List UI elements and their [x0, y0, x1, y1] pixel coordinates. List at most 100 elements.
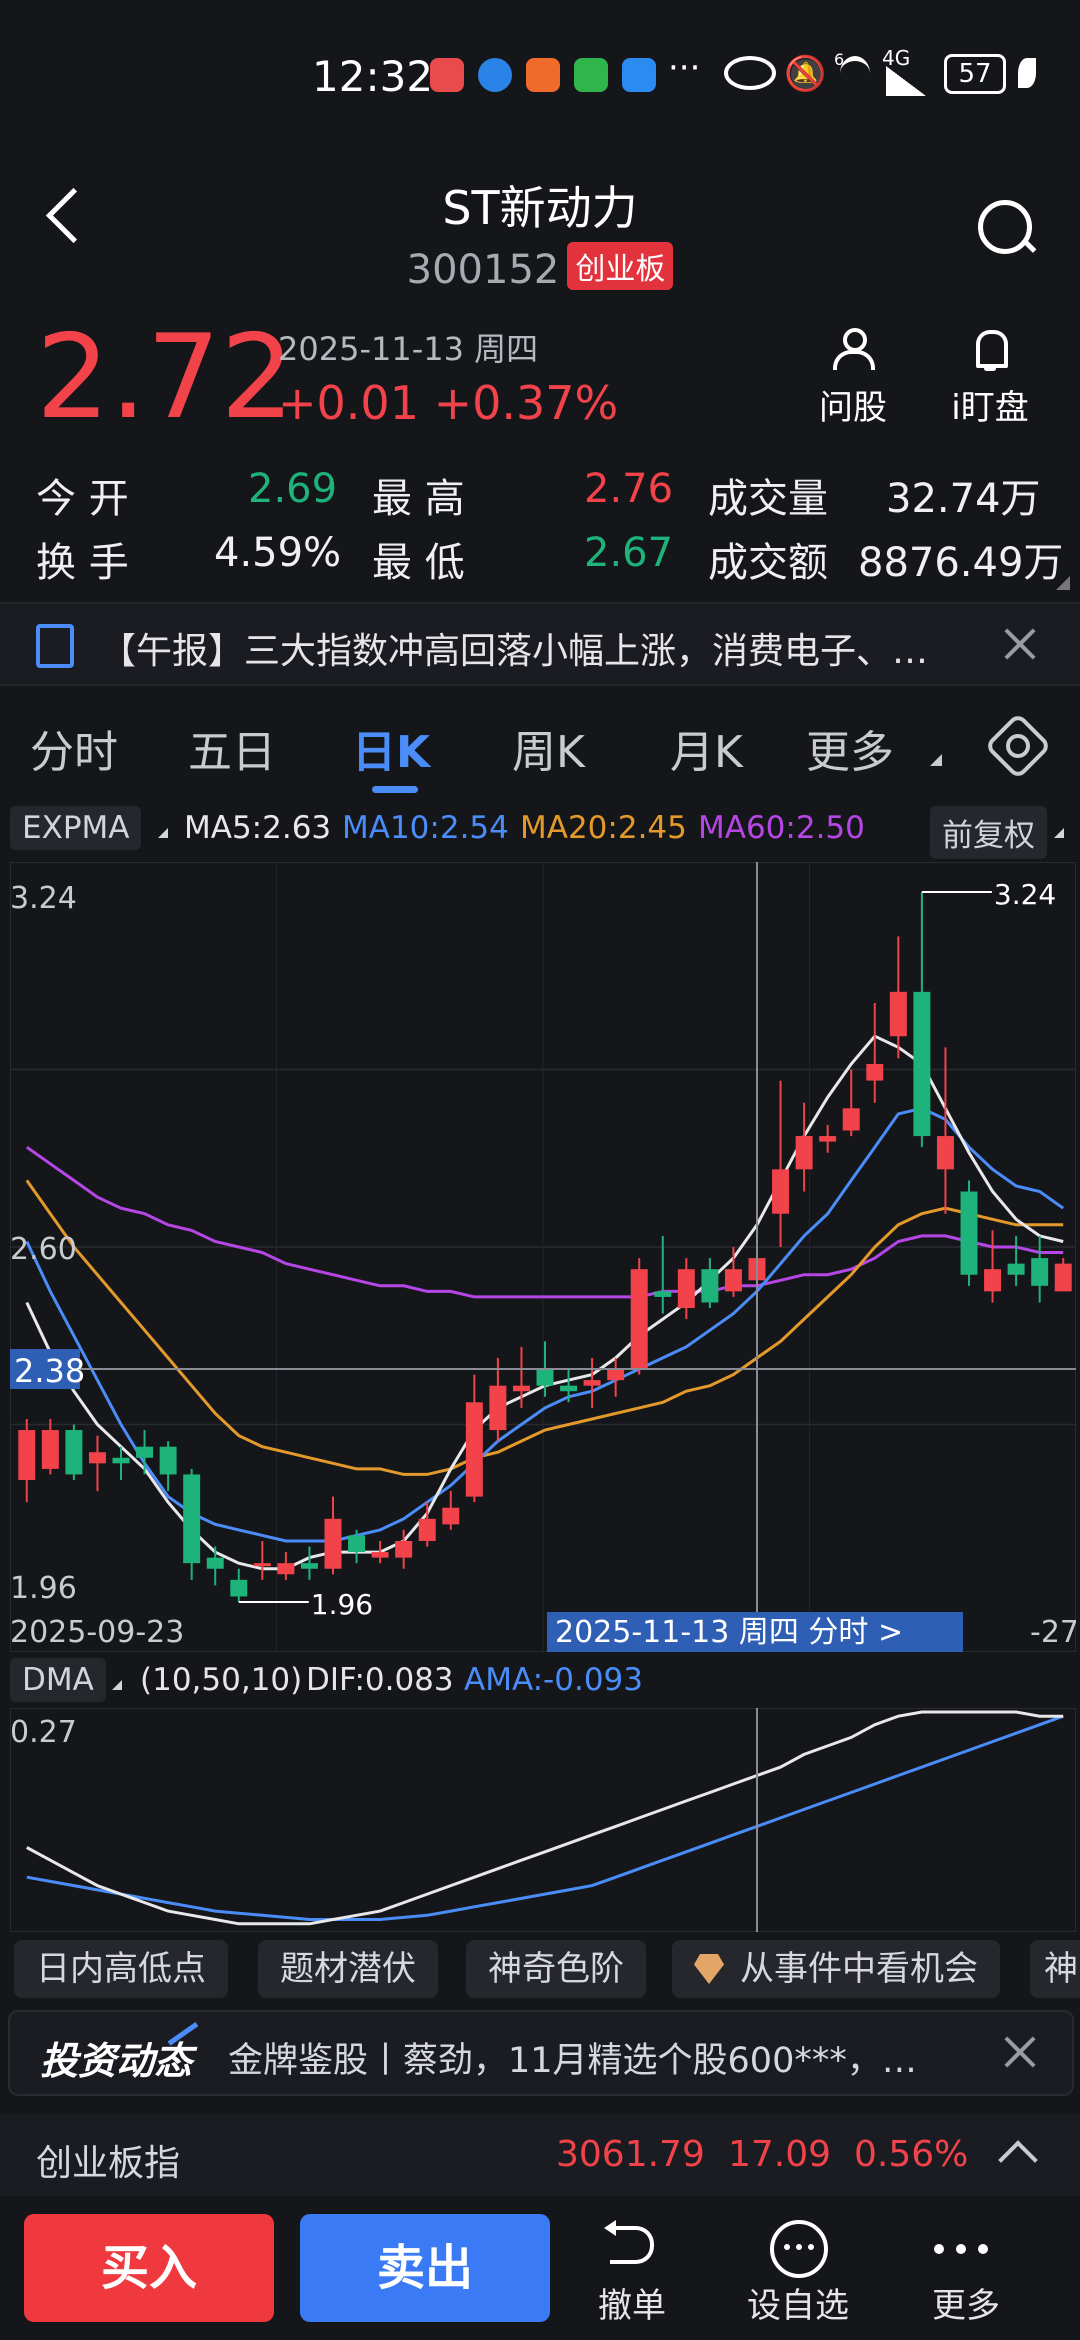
tab-five-day[interactable]: 五日	[188, 727, 276, 778]
candle-body	[348, 1535, 366, 1553]
bell-icon	[970, 328, 1010, 372]
open-label: 今 开	[36, 476, 129, 522]
ma5-readout: MA5:2.63	[184, 810, 332, 846]
quote-date: 2025-11-13 周四	[278, 330, 539, 368]
settings-icon-center	[1006, 734, 1030, 758]
news-bar[interactable]: 【午报】三大指数冲高回落小幅上涨，消费电子、…	[0, 602, 1080, 686]
stock-code-row: 300152 创业板	[0, 242, 1080, 293]
dma-params: (10,50,10)	[140, 1662, 303, 1698]
volume-label: 成交量	[708, 476, 828, 522]
ama-readout: AMA:-0.093	[464, 1662, 643, 1698]
index-change-pct: 0.56%	[854, 2134, 969, 2175]
candle-body	[842, 1108, 860, 1131]
min-price-label: 1.96	[311, 1588, 373, 1621]
search-icon[interactable]	[978, 200, 1032, 254]
candle-body	[277, 1563, 295, 1575]
candle-body	[772, 1169, 790, 1214]
sell-button[interactable]: 卖出	[300, 2214, 550, 2322]
candle-body	[230, 1579, 248, 1597]
candle-body	[253, 1563, 271, 1567]
index-row[interactable]: 创业板指 3061.79 17.09 0.56%	[0, 2114, 1080, 2196]
invest-news-bar[interactable]: 投资动态 金牌鉴股丨蔡劲，11月精选个股600***，…	[8, 2010, 1074, 2096]
add-watchlist-label: 设自选	[747, 2286, 849, 2326]
dma-top-tick: 0.27	[10, 1715, 77, 1750]
ma-line-ma20	[25, 1179, 1064, 1476]
index-name: 创业板指	[36, 2143, 181, 2184]
buy-button[interactable]: 买入	[24, 2214, 274, 2322]
more-button[interactable]: 更多	[896, 2216, 1036, 2327]
board-badge: 创业板	[567, 242, 674, 290]
amount-value: 8876.49万	[858, 540, 1064, 586]
indicator-row: EXPMA MA5:2.63 MA10:2.54 MA20:2.45 MA60:…	[10, 800, 1070, 859]
candle-body	[442, 1507, 460, 1525]
candle-body	[1007, 1263, 1025, 1275]
tab-monthly-k[interactable]: 月K	[670, 727, 743, 778]
current-price: 2.72	[36, 310, 295, 445]
y-tick-top: 3.24	[10, 881, 77, 916]
candle-body	[206, 1557, 224, 1569]
x-end-date: -27	[1030, 1615, 1076, 1650]
expand-corner-icon[interactable]	[1056, 576, 1070, 590]
candle-body	[889, 991, 907, 1037]
dma-frame	[10, 1708, 1076, 1932]
cancel-order-label: 撤单	[598, 2286, 666, 2326]
candle-body	[866, 1063, 884, 1081]
ask-stock-label: 问股	[819, 388, 887, 428]
candle-body	[607, 1369, 625, 1381]
tab-daily-k[interactable]: 日K	[352, 727, 431, 778]
candle-body	[465, 1402, 483, 1497]
chip-intraday-high-low[interactable]: 日内高低点	[14, 1940, 228, 1998]
active-tab-indicator	[372, 786, 418, 793]
dma-dropdown-icon	[112, 1680, 122, 1690]
chip-partial[interactable]: 神	[1030, 1940, 1080, 1998]
mute-bell-icon: 🔕	[784, 54, 827, 94]
dif-readout: DIF:0.083	[306, 1662, 454, 1698]
candle-body	[324, 1518, 342, 1569]
candle-body	[677, 1269, 695, 1309]
chip-event-opportunity[interactable]: 从事件中看机会	[672, 1940, 1000, 1998]
news-text[interactable]: 【午报】三大指数冲高回落小幅上涨，消费电子、…	[100, 631, 929, 672]
cancel-order-button[interactable]: 撤单	[562, 2216, 702, 2327]
tab-intraday[interactable]: 分时	[30, 727, 118, 778]
candle-body	[960, 1191, 978, 1275]
candle-body	[418, 1518, 436, 1541]
watch-button[interactable]: i盯盘	[940, 328, 1040, 429]
shop-app-icon	[430, 58, 464, 92]
close-icon[interactable]	[1000, 2032, 1040, 2072]
ma60-readout: MA60:2.50	[698, 810, 865, 846]
tab-more[interactable]: 更多	[806, 727, 894, 778]
candle-body	[536, 1369, 554, 1386]
candle-body	[300, 1563, 318, 1569]
dif-line	[26, 1710, 1064, 1926]
candle-body	[913, 991, 931, 1137]
crosshair-date-box	[547, 1612, 963, 1652]
tab-weekly-k[interactable]: 周K	[512, 727, 585, 778]
adjust-select[interactable]: 前复权	[930, 806, 1047, 859]
invest-news-text[interactable]: 金牌鉴股丨蔡劲，11月精选个股600***，…	[228, 2041, 917, 2081]
battery-icon: 57	[944, 54, 1006, 94]
candle-body	[984, 1269, 1002, 1292]
kline-chart[interactable]: 2.38 3.24 2.60 1.96 3.24 1.96 2025-09-23 2025-1…	[10, 862, 1076, 1652]
low-value: 2.67	[584, 530, 674, 576]
candle-body	[65, 1430, 83, 1475]
chip-theme-ambush[interactable]: 题材潜伏	[258, 1940, 438, 1998]
add-watchlist-button[interactable]: 设自选	[728, 2216, 868, 2327]
close-icon[interactable]	[1000, 624, 1040, 664]
max-price-label: 3.24	[994, 878, 1056, 911]
more-label: 更多	[932, 2286, 1000, 2326]
ma-line-ma10	[25, 1106, 1065, 1543]
chevron-up-icon[interactable]	[998, 2140, 1038, 2180]
candle-body	[795, 1136, 813, 1170]
wifi-icon	[840, 56, 870, 91]
status-time: 12:32	[312, 52, 434, 101]
chip-magic-color[interactable]: 神奇色阶	[466, 1940, 646, 1998]
feature-chips: 日内高低点 题材潜伏 神奇色阶 从事件中看机会 神	[0, 1940, 1080, 2000]
message-app-icon	[526, 58, 560, 92]
ask-stock-button[interactable]: 问股	[808, 328, 898, 429]
dma-select[interactable]: DMA	[10, 1658, 106, 1702]
candle-body	[560, 1385, 578, 1392]
ma-line-ma60	[25, 1145, 1064, 1299]
main-indicator-select[interactable]: EXPMA	[10, 806, 142, 850]
candle-body	[583, 1380, 601, 1386]
dma-chart[interactable]: 0.27	[10, 1708, 1076, 1932]
